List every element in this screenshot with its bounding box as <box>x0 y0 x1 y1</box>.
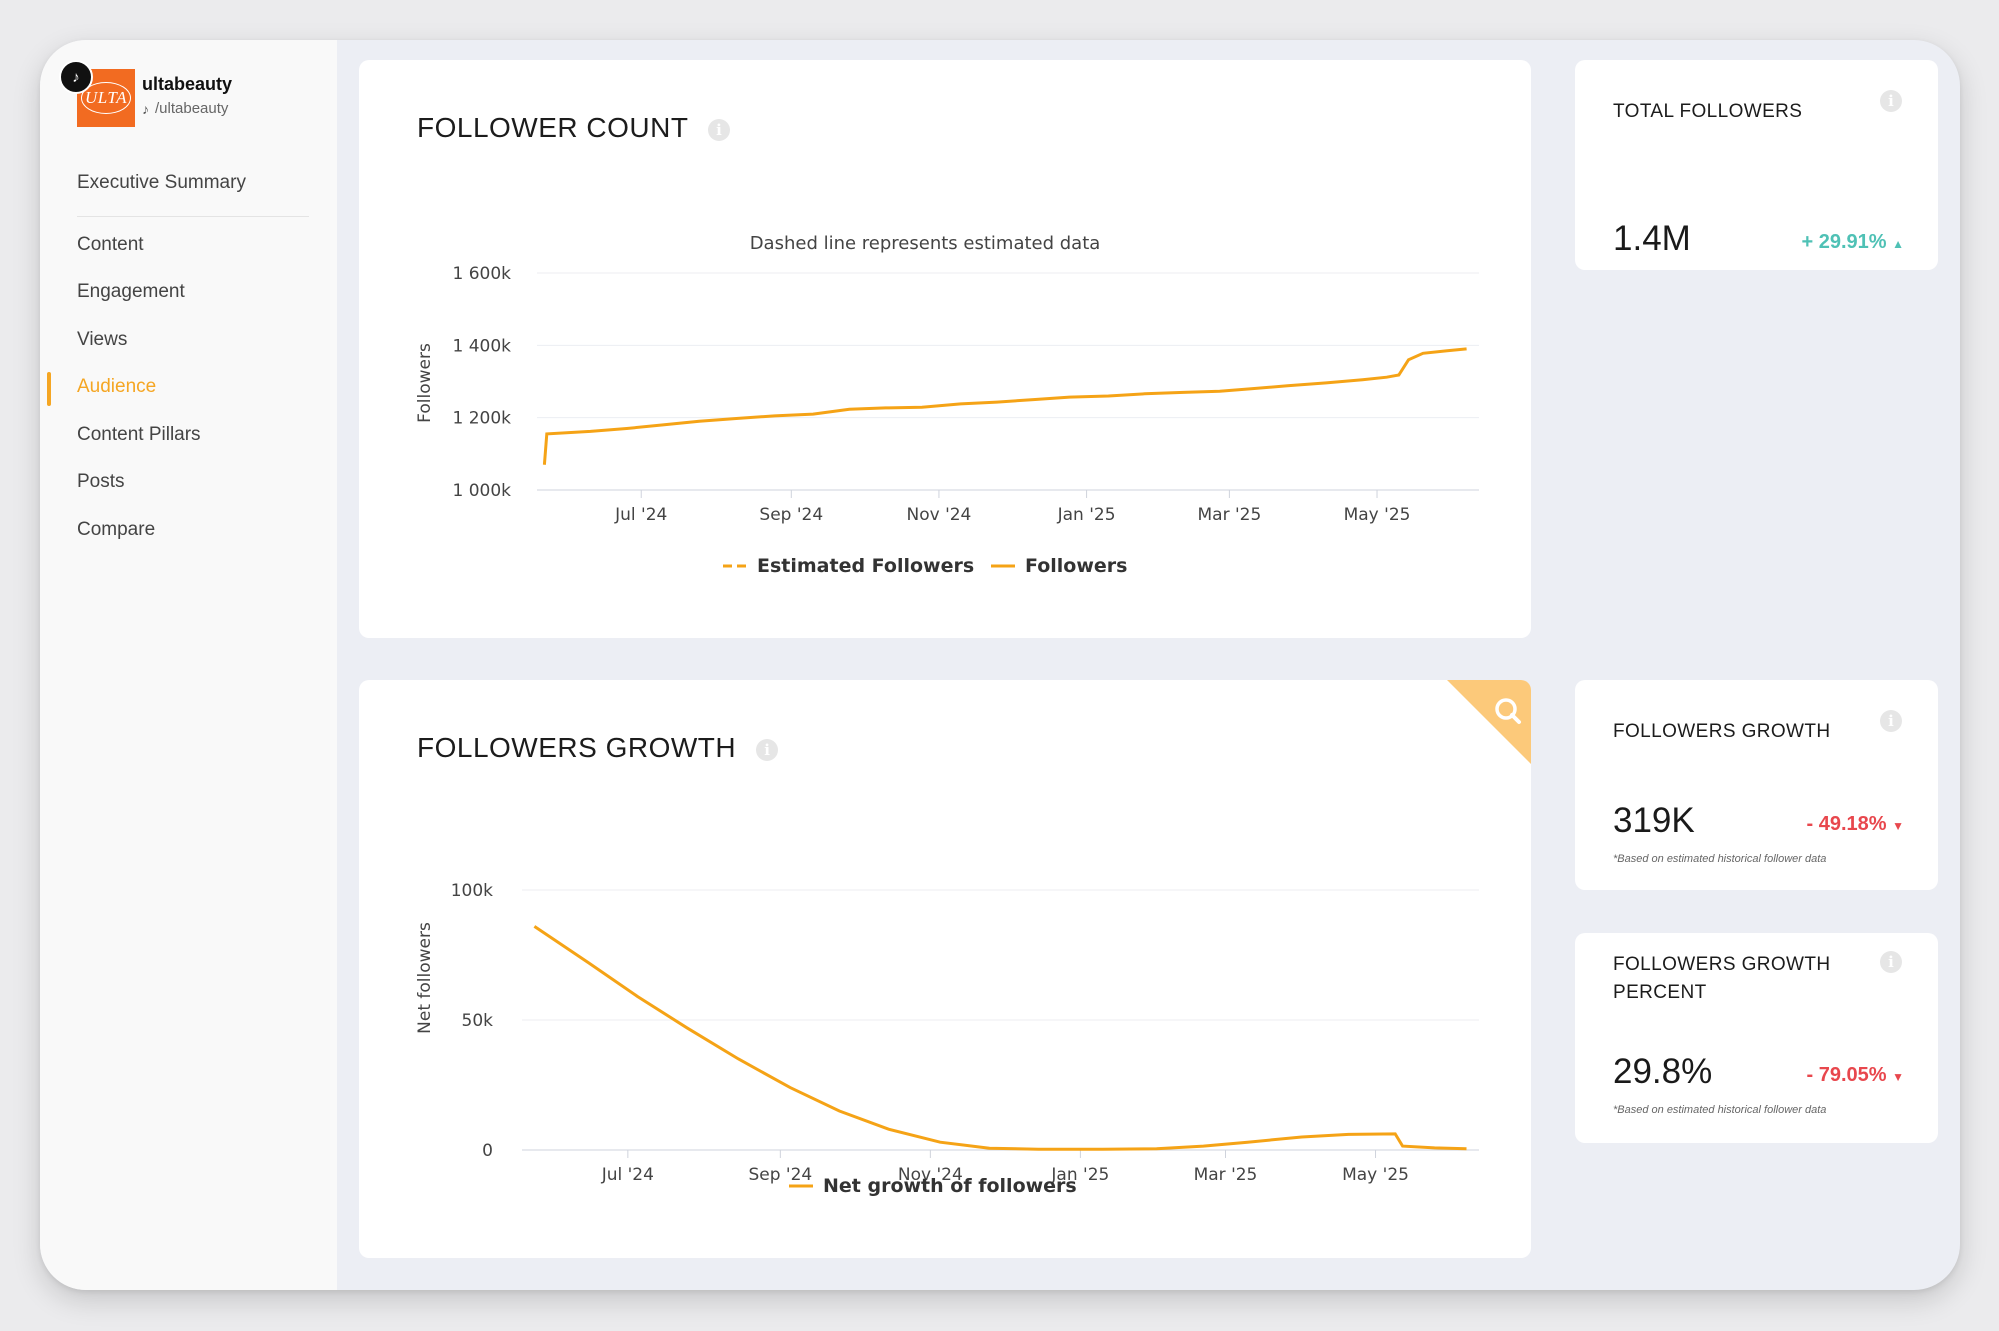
chart-subtitle: Dashed line represents estimated data <box>750 233 1101 254</box>
legend: Estimated Followers Followers <box>723 555 1127 577</box>
info-icon[interactable]: i <box>756 738 779 761</box>
y-tick-label: 0 <box>482 1141 493 1161</box>
x-tick-label: Mar '25 <box>1197 505 1261 525</box>
legend: Net growth of followers <box>789 1175 1077 1197</box>
x-tick-label: May '25 <box>1344 505 1411 525</box>
y-tick-label: 1 600k <box>452 264 511 284</box>
y-tick-label: 1 200k <box>452 409 511 429</box>
kpi-note: *Based on estimated historical follower … <box>1613 1104 1827 1116</box>
caret-down-icon: ▼ <box>1892 1070 1904 1084</box>
follower-count-card: FOLLOWER COUNT i Dashed line represents … <box>359 60 1531 638</box>
x-tick-label: Nov '24 <box>906 505 971 525</box>
info-icon[interactable]: i <box>1880 951 1902 973</box>
kpi-value: 319K <box>1613 801 1695 840</box>
followers-series-line <box>542 347 1467 465</box>
follower-count-chart: Dashed line represents estimated data Fo… <box>415 233 1479 577</box>
follower-count-title-text: FOLLOWER COUNT <box>417 112 688 143</box>
x-tick-label: Jul '24 <box>601 1165 654 1185</box>
x-tick-label: Nov '24 <box>898 1165 963 1185</box>
x-tick-label: May '25 <box>1342 1165 1409 1185</box>
kpi-title: FOLLOWERS GROWTH PERCENT <box>1613 951 1831 1007</box>
legend-estimated-followers[interactable]: Estimated Followers <box>757 555 974 577</box>
info-icon[interactable]: i <box>1880 710 1902 732</box>
caret-up-icon: ▲ <box>1892 237 1904 251</box>
kpi-title-line2: PERCENT <box>1613 982 1707 1003</box>
kpi-value: 1.4M <box>1613 219 1691 258</box>
nav-divider <box>77 216 309 217</box>
info-icon[interactable]: i <box>708 118 731 141</box>
sidebar: ULTA ♪ ultabeauty ♪ /ultabeauty Executiv… <box>40 40 337 1290</box>
nav-item-engagement[interactable]: Engagement <box>77 281 185 302</box>
nav-item-audience[interactable]: Audience <box>77 376 157 397</box>
nav-item-content[interactable]: Content <box>77 234 144 255</box>
y-axis-title: Followers <box>415 343 435 423</box>
kpi-delta-text: + 29.91% <box>1801 231 1887 253</box>
followers-growth-title-text: FOLLOWERS GROWTH <box>417 732 737 763</box>
followers-growth-card: FOLLOWERS GROWTH i Net followers 0 50k 100… <box>359 680 1531 1258</box>
kpi-title-line1: FOLLOWERS GROWTH <box>1613 954 1831 975</box>
kpi-value: 29.8% <box>1613 1052 1713 1091</box>
nav-item-content-pillars[interactable]: Content Pillars <box>77 424 201 445</box>
net-growth-series-line <box>533 925 1467 1151</box>
followers-growth-percent-kpi-card: FOLLOWERS GROWTH PERCENT i 29.8% - 79.05… <box>1575 933 1938 1143</box>
legend-net-growth[interactable]: Net growth of followers <box>823 1175 1077 1197</box>
nav-item-compare[interactable]: Compare <box>77 519 156 540</box>
search-icon <box>1495 698 1517 720</box>
x-tick-label: Sep '24 <box>748 1165 812 1185</box>
info-icon[interactable]: i <box>1880 90 1902 112</box>
followers-growth-chart: Net followers 0 50k 100k Jul '24 Sep '24 Nov… <box>415 881 1479 1197</box>
total-followers-kpi-card: TOTAL FOLLOWERS i 1.4M + 29.91% ▲ <box>1575 60 1938 270</box>
kpi-delta-text: - 79.05% <box>1806 1064 1887 1086</box>
active-indicator <box>47 372 51 406</box>
legend-followers[interactable]: Followers <box>1025 555 1127 577</box>
y-tick-label: 1 000k <box>452 481 511 501</box>
brand-logo: ULTA <box>77 69 135 127</box>
kpi-note: *Based on estimated historical follower … <box>1613 853 1827 865</box>
x-tick-label: Jan '25 <box>1050 1165 1109 1185</box>
x-tick-label: Jul '24 <box>614 505 667 525</box>
kpi-delta: - 49.18% ▼ <box>1806 813 1904 836</box>
nav-item-posts[interactable]: Posts <box>77 471 125 492</box>
x-tick-label: Sep '24 <box>759 505 823 525</box>
kpi-title: FOLLOWERS GROWTH <box>1613 721 1831 742</box>
x-tick-label: Mar '25 <box>1194 1165 1258 1185</box>
y-axis-title: Net followers <box>415 922 435 1034</box>
tiktok-small-icon: ♪ <box>142 100 149 117</box>
account-handle-text: /ultabeauty <box>155 100 229 117</box>
nav-item-executive-summary[interactable]: Executive Summary <box>77 172 246 193</box>
zoom-search-button[interactable] <box>1447 680 1531 764</box>
account-name: ultabeauty <box>142 74 233 94</box>
kpi-title: TOTAL FOLLOWERS <box>1613 101 1803 122</box>
follower-count-title: FOLLOWER COUNT i <box>417 112 731 144</box>
x-tick-label: Jan '25 <box>1057 505 1116 525</box>
tiktok-icon: ♪ <box>59 60 93 94</box>
kpi-delta: + 29.91% ▲ <box>1801 231 1904 254</box>
app-window: ULTA ♪ ultabeauty ♪ /ultabeauty Executiv… <box>40 40 1960 1290</box>
caret-down-icon: ▼ <box>1892 819 1904 833</box>
followers-growth-kpi-card: FOLLOWERS GROWTH i 319K - 49.18% ▼ *Base… <box>1575 680 1938 890</box>
nav-item-views[interactable]: Views <box>77 329 128 350</box>
y-tick-label: 50k <box>462 1011 494 1031</box>
kpi-delta: - 79.05% ▼ <box>1806 1064 1904 1087</box>
kpi-delta-text: - 49.18% <box>1806 813 1887 835</box>
account-handle: ♪ /ultabeauty <box>142 100 228 117</box>
followers-growth-title: FOLLOWERS GROWTH i <box>417 732 779 764</box>
brand-logo-text: ULTA <box>81 82 131 114</box>
y-tick-label: 100k <box>451 881 493 901</box>
y-tick-label: 1 400k <box>452 336 511 356</box>
